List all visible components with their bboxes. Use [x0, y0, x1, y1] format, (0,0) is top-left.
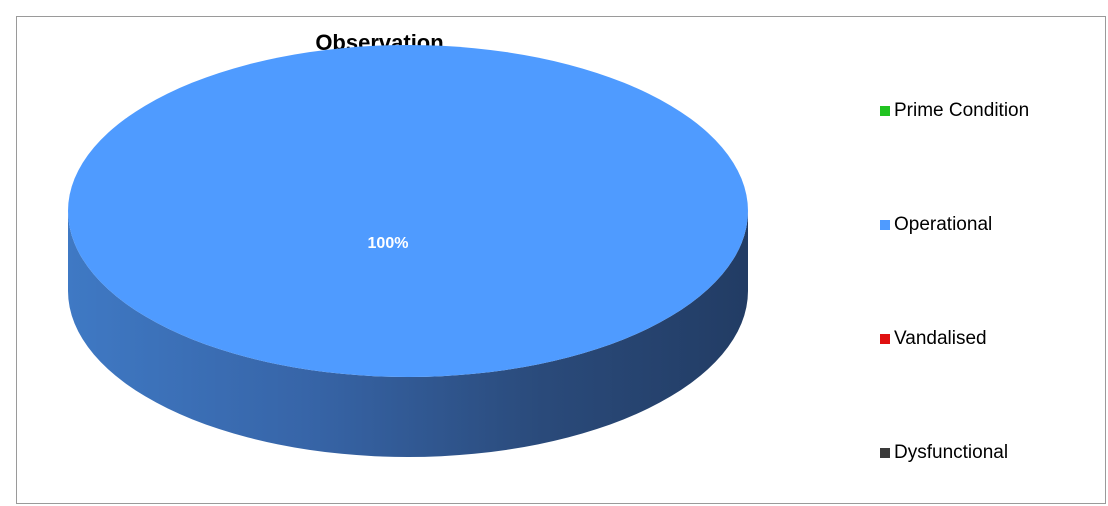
legend-item-operational: Operational [880, 214, 992, 236]
legend-label: Dysfunctional [894, 442, 1009, 463]
pie-slice-operational [68, 45, 748, 377]
legend-item-vandalised: Vandalised [880, 328, 987, 350]
legend-item-dysfunctional: Dysfunctional [880, 442, 1008, 464]
legend-label: Operational [894, 214, 993, 235]
legend-swatch [880, 334, 890, 344]
data-label: 100% [368, 235, 409, 252]
legend-swatch [880, 220, 890, 230]
legend-label: Prime Condition [894, 100, 1030, 121]
legend-label: Vandalised [894, 328, 987, 349]
legend-item-prime-condition: Prime Condition [880, 100, 1029, 122]
legend-swatch [880, 106, 890, 116]
legend-swatch [880, 448, 890, 458]
pie-side [68, 211, 748, 457]
